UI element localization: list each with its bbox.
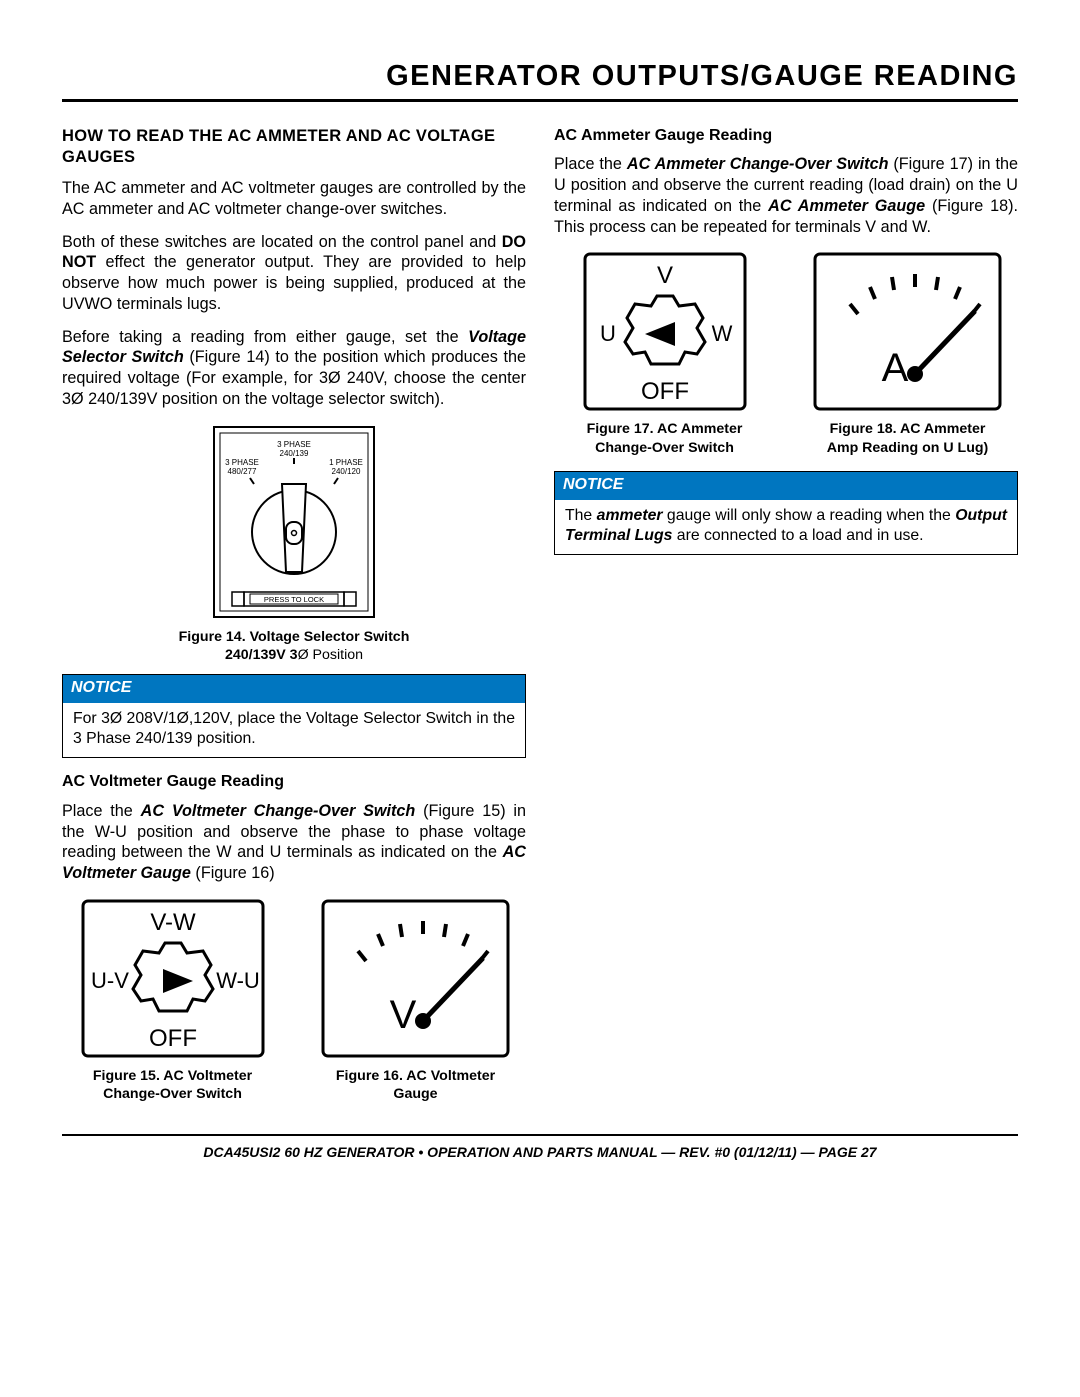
- text: Before taking a reading from either gaug…: [62, 328, 468, 346]
- figure-row: V U W OFF Figure 17. AC Ammeter Change-O…: [554, 249, 1018, 461]
- caption-text: Figure 16. AC Voltmeter: [336, 1068, 495, 1084]
- label: A: [882, 346, 909, 390]
- figure-row: V-W U-V W-U OFF Figure 15. AC Voltmeter …: [62, 896, 526, 1108]
- label: OFF: [641, 378, 689, 405]
- caption-text: Figure 15. AC Voltmeter: [93, 1068, 252, 1084]
- notice-heading: NOTICE: [63, 675, 525, 702]
- text: Place the: [62, 802, 141, 820]
- figure-caption: Figure 17. AC Ammeter Change-Over Switch: [554, 420, 775, 457]
- label: V: [656, 262, 672, 289]
- notice-body: For 3Ø 208V/1Ø,120V, place the Voltage S…: [63, 703, 525, 757]
- label: 240/139: [280, 449, 309, 458]
- label: 480/277: [228, 467, 257, 476]
- label: PRESS TO LOCK: [264, 595, 324, 604]
- figure-16-voltmeter-gauge: V: [318, 896, 513, 1061]
- notice-body: The ammeter gauge will only show a readi…: [555, 500, 1017, 554]
- paragraph: The AC ammeter and AC voltmeter gauges a…: [62, 178, 526, 219]
- text: The: [565, 507, 597, 524]
- footer-divider: [62, 1134, 1018, 1136]
- text: are connected to a load and in use.: [672, 527, 923, 544]
- caption-text: Figure 17. AC Ammeter: [587, 421, 743, 437]
- figure-caption: Figure 18. AC Ammeter Amp Reading on U L…: [797, 420, 1018, 457]
- text: gauge will only show a reading when the: [663, 507, 956, 524]
- caption-text: Ø Position: [298, 647, 363, 663]
- caption-text: 240/139V 3: [225, 647, 298, 663]
- figure-18-cell: A Figure 18. AC Ammeter Amp Reading on U…: [797, 249, 1018, 461]
- label: W: [711, 321, 732, 346]
- figure-15-cell: V-W U-V W-U OFF Figure 15. AC Voltmeter …: [62, 896, 283, 1108]
- figure-caption: Figure 16. AC Voltmeter Gauge: [305, 1067, 526, 1104]
- caption-text: Change-Over Switch: [103, 1086, 242, 1102]
- label: V: [390, 993, 417, 1037]
- bold-italic-text: ammeter: [597, 507, 663, 524]
- paragraph: Both of these switches are located on th…: [62, 232, 526, 315]
- label: 3 PHASE: [225, 458, 259, 467]
- caption-text: Change-Over Switch: [595, 440, 734, 456]
- bold-italic-text: AC Ammeter Gauge: [768, 197, 925, 215]
- section-heading: HOW TO READ THE AC AMMETER AND AC VOLTAG…: [62, 126, 526, 168]
- two-column-layout: HOW TO READ THE AC AMMETER AND AC VOLTAG…: [62, 120, 1018, 1112]
- label: U: [600, 321, 616, 346]
- label: V-W: [150, 909, 196, 936]
- right-column: AC Ammeter Gauge Reading Place the AC Am…: [554, 120, 1018, 1112]
- text: (Figure 16): [191, 864, 275, 882]
- label: 3 PHASE: [277, 440, 311, 449]
- label: OFF: [149, 1025, 197, 1052]
- notice-box: NOTICE The ammeter gauge will only show …: [554, 471, 1018, 555]
- caption-text: Gauge: [393, 1086, 437, 1102]
- figure-caption: Figure 14. Voltage Selector Switch 240/1…: [62, 628, 526, 665]
- paragraph: Place the AC Ammeter Change-Over Switch …: [554, 154, 1018, 237]
- caption-text: Figure 14. Voltage Selector Switch: [179, 629, 410, 645]
- label: 240/120: [332, 467, 361, 476]
- title-divider: [62, 99, 1018, 102]
- left-column: HOW TO READ THE AC AMMETER AND AC VOLTAG…: [62, 120, 526, 1112]
- figure-18-ammeter-gauge: A: [810, 249, 1005, 414]
- text: Place the: [554, 155, 627, 173]
- figure-15-voltmeter-switch: V-W U-V W-U OFF: [78, 896, 268, 1061]
- text: effect the generator output. They are pr…: [62, 253, 526, 312]
- figure-14-voltage-selector-switch: 3 PHASE 240/139 3 PHASE 480/277 1 PHASE …: [194, 422, 394, 622]
- figure-16-cell: V Figure 16. AC Voltmeter Gauge: [305, 896, 526, 1108]
- caption-text: Figure 18. AC Ammeter: [830, 421, 986, 437]
- page-title: GENERATOR OUTPUTS/GAUGE READING: [62, 60, 1018, 93]
- page-footer: DCA45USI2 60 HZ GENERATOR • OPERATION AN…: [62, 1144, 1018, 1160]
- bold-italic-text: AC Voltmeter Change-Over Switch: [141, 802, 416, 820]
- label: U-V: [91, 968, 129, 993]
- paragraph: Place the AC Voltmeter Change-Over Switc…: [62, 801, 526, 884]
- subsection-heading: AC Ammeter Gauge Reading: [554, 126, 1018, 146]
- label: 1 PHASE: [329, 458, 363, 467]
- caption-text: Amp Reading on U Lug): [827, 440, 989, 456]
- document-page: GENERATOR OUTPUTS/GAUGE READING HOW TO R…: [0, 0, 1080, 1190]
- bold-italic-text: AC Ammeter Change-Over Switch: [627, 155, 889, 173]
- subsection-heading: AC Voltmeter Gauge Reading: [62, 772, 526, 792]
- figure-17-cell: V U W OFF Figure 17. AC Ammeter Change-O…: [554, 249, 775, 461]
- text: Both of these switches are located on th…: [62, 233, 502, 251]
- paragraph: Before taking a reading from either gaug…: [62, 327, 526, 410]
- notice-heading: NOTICE: [555, 472, 1017, 499]
- figure-caption: Figure 15. AC Voltmeter Change-Over Swit…: [62, 1067, 283, 1104]
- label: W-U: [216, 968, 260, 993]
- figure-17-ammeter-switch: V U W OFF: [570, 249, 760, 414]
- notice-box: NOTICE For 3Ø 208V/1Ø,120V, place the Vo…: [62, 674, 526, 758]
